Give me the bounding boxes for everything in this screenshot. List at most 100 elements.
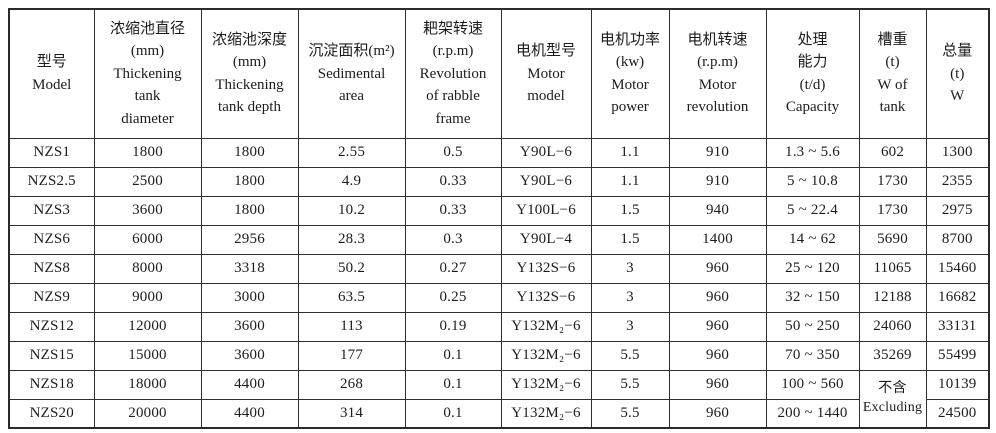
table-cell: 3600 [93, 195, 202, 226]
table-cell: Y90L−6 [500, 137, 592, 168]
column-header-tank-diameter: 浓缩池直径 (mm) Thickening tank diameter [93, 8, 202, 139]
table-cell: 24500 [925, 398, 990, 429]
table-cell: 15000 [93, 340, 202, 371]
table-cell: 1400 [668, 224, 767, 255]
table-cell: NZS15 [8, 340, 95, 371]
table-cell: Y132M₂−6 [500, 340, 592, 371]
column-header-motor-power: 电机功率 (kw) Motor power [590, 8, 670, 139]
table-cell: 3 [590, 282, 670, 313]
column-header-tank-weight: 槽重 (t) W of tank [858, 8, 927, 139]
table-cell: 70 ~ 350 [765, 340, 860, 371]
table-cell: 2.55 [297, 137, 406, 168]
column-header-tank-depth: 浓缩池深度 (mm) Thickening tank depth [200, 8, 299, 139]
table-cell: 3600 [200, 340, 299, 371]
table-cell: 9000 [93, 282, 202, 313]
table-cell: 960 [668, 311, 767, 342]
table-cell: 1.1 [590, 166, 670, 197]
table-cell: Y132M₂−6 [500, 398, 592, 429]
table-cell: 960 [668, 369, 767, 400]
table-cell: 113 [297, 311, 406, 342]
table-cell: 3318 [200, 253, 299, 284]
table-cell: 5 ~ 22.4 [765, 195, 860, 226]
table-cell: 1730 [858, 195, 927, 226]
table-cell: 0.1 [404, 369, 502, 400]
table-cell: 268 [297, 369, 406, 400]
table-cell: NZS8 [8, 253, 95, 284]
table-row-nzs3: NZS3 3600 1800 10.2 0.33 Y100L−6 1.5 940… [8, 195, 990, 226]
table-cell: 15460 [925, 253, 990, 284]
table-cell: 14 ~ 62 [765, 224, 860, 255]
table-cell: 314 [297, 398, 406, 429]
table-row-nzs1: NZS1 1800 1800 2.55 0.5 Y90L−6 1.1 910 1… [8, 137, 990, 168]
table-cell: 0.1 [404, 340, 502, 371]
table-cell: Y132S−6 [500, 253, 592, 284]
table-cell: 20000 [93, 398, 202, 429]
table-row-nzs9: NZS9 9000 3000 63.5 0.25 Y132S−6 3 960 3… [8, 282, 990, 313]
table-cell: 2500 [93, 166, 202, 197]
table-cell: NZS3 [8, 195, 95, 226]
table-cell: 1800 [200, 195, 299, 226]
table-cell: 24060 [858, 311, 927, 342]
table-cell: 910 [668, 166, 767, 197]
table-cell: 10.2 [297, 195, 406, 226]
table-cell: 0.33 [404, 195, 502, 226]
table-cell: 33131 [925, 311, 990, 342]
table-cell: 100 ~ 560 [765, 369, 860, 400]
table-cell: 200 ~ 1440 [765, 398, 860, 429]
table-cell: 1.3 ~ 5.6 [765, 137, 860, 168]
table-cell: 0.19 [404, 311, 502, 342]
table-cell: 12188 [858, 282, 927, 313]
table-cell: 5.5 [590, 398, 670, 429]
table-cell: 1.5 [590, 195, 670, 226]
table-cell: NZS12 [8, 311, 95, 342]
table-cell: 1800 [93, 137, 202, 168]
table-cell: 32 ~ 150 [765, 282, 860, 313]
table-cell: 3 [590, 253, 670, 284]
table-cell: 5.5 [590, 369, 670, 400]
table-cell: 28.3 [297, 224, 406, 255]
table-cell: 8000 [93, 253, 202, 284]
table-cell: 0.3 [404, 224, 502, 255]
table-cell: 8700 [925, 224, 990, 255]
table-cell: 0.5 [404, 137, 502, 168]
column-header-total-weight: 总量 (t) W [925, 8, 990, 139]
table-cell: 10139 [925, 369, 990, 400]
table-cell: 5.5 [590, 340, 670, 371]
table-row-nzs6: NZS6 6000 2956 28.3 0.3 Y90L−4 1.5 1400 … [8, 224, 990, 255]
table-cell: 940 [668, 195, 767, 226]
table-row-nzs15: NZS15 15000 3600 177 0.1 Y132M₂−6 5.5 96… [8, 340, 990, 371]
table-cell: 63.5 [297, 282, 406, 313]
table-cell: Y132M₂−6 [500, 369, 592, 400]
table-cell: 1300 [925, 137, 990, 168]
table-cell: 177 [297, 340, 406, 371]
table-cell: 0.27 [404, 253, 502, 284]
column-header-rabble-revolution: 耙架转速 (r.p.m) Revolution of rabble frame [404, 8, 502, 139]
thickener-specifications-table: 型号 Model 浓缩池直径 (mm) Thickening tank diam… [8, 8, 990, 429]
table-cell: 3600 [200, 311, 299, 342]
table-cell: 1.5 [590, 224, 670, 255]
table-cell: 25 ~ 120 [765, 253, 860, 284]
table-cell: 16682 [925, 282, 990, 313]
table-cell: NZS18 [8, 369, 95, 400]
table-cell: 12000 [93, 311, 202, 342]
table-cell: 910 [668, 137, 767, 168]
table-cell: 1.1 [590, 137, 670, 168]
table-header: 型号 Model 浓缩池直径 (mm) Thickening tank diam… [8, 8, 990, 139]
table-cell-merged-excluding: 不含 Excluding [858, 369, 927, 429]
table-cell: 0.33 [404, 166, 502, 197]
table-cell: 11065 [858, 253, 927, 284]
table-cell: 0.25 [404, 282, 502, 313]
table-row-nzs8: NZS8 8000 3318 50.2 0.27 Y132S−6 3 960 2… [8, 253, 990, 284]
table-cell: 1800 [200, 137, 299, 168]
table-cell: 602 [858, 137, 927, 168]
table-cell: Y100L−6 [500, 195, 592, 226]
table-cell: NZS1 [8, 137, 95, 168]
table-cell: 960 [668, 253, 767, 284]
table-cell: Y90L−4 [500, 224, 592, 255]
table-cell: 1800 [200, 166, 299, 197]
header-row: 型号 Model 浓缩池直径 (mm) Thickening tank diam… [8, 8, 990, 139]
table-cell: 5690 [858, 224, 927, 255]
table-cell: NZS20 [8, 398, 95, 429]
table-cell: Y132M₂−6 [500, 311, 592, 342]
table-row-nzs18: NZS18 18000 4400 268 0.1 Y132M₂−6 5.5 96… [8, 369, 990, 429]
